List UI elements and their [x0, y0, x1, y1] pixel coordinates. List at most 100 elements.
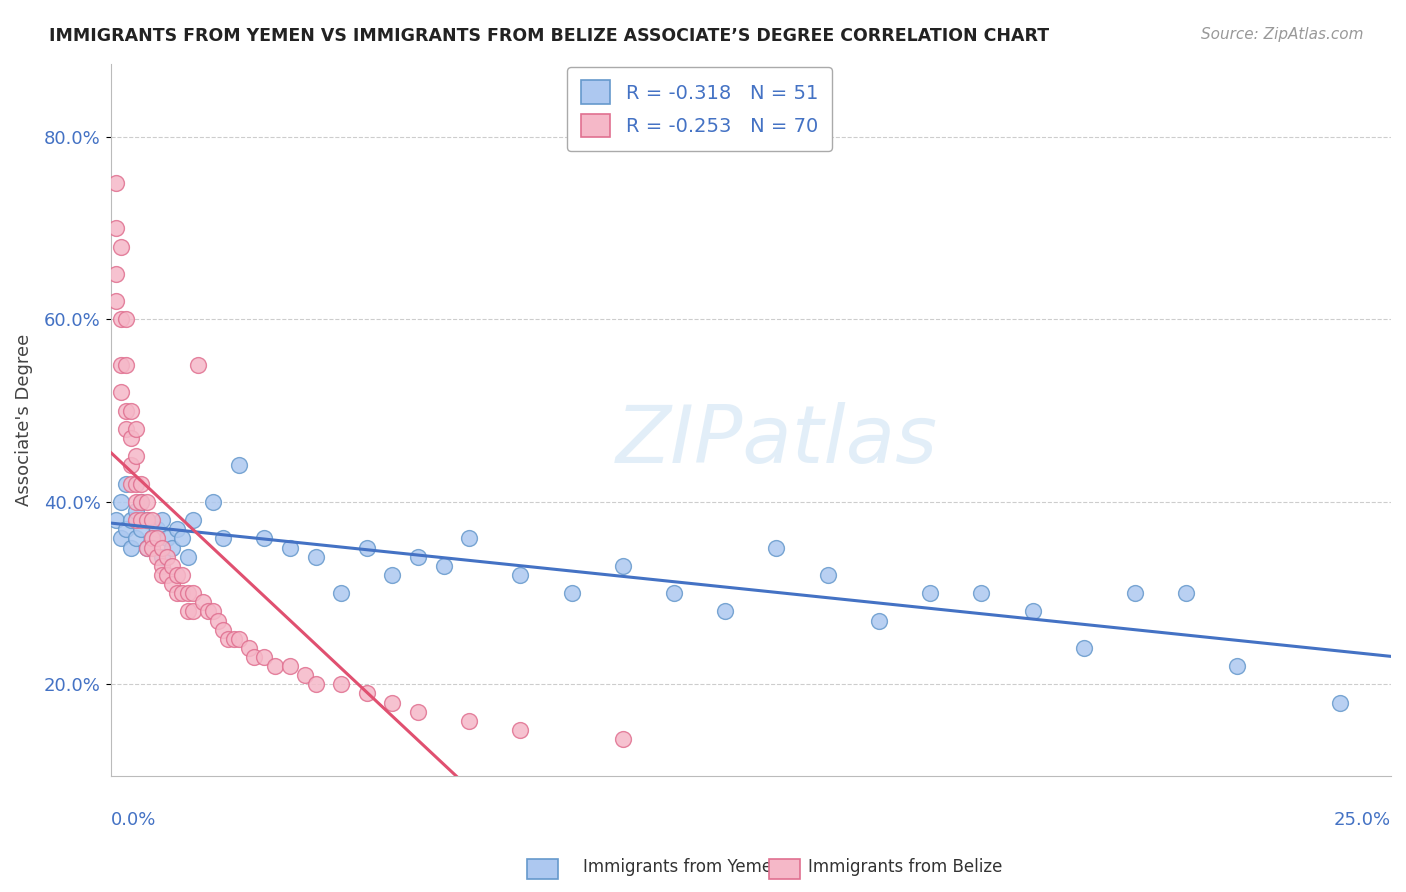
Point	[176, 549, 198, 564]
Point	[104, 513, 127, 527]
Point	[381, 696, 404, 710]
Point	[115, 522, 138, 536]
Point	[131, 513, 153, 527]
Point	[131, 522, 153, 536]
Point	[125, 422, 148, 436]
Point	[160, 558, 183, 573]
Point	[146, 549, 169, 564]
Point	[612, 558, 634, 573]
Point	[714, 604, 737, 618]
Point	[150, 549, 173, 564]
Point	[176, 604, 198, 618]
Point	[406, 549, 429, 564]
Point	[1073, 640, 1095, 655]
Point	[207, 614, 229, 628]
Point	[150, 513, 173, 527]
Point	[176, 586, 198, 600]
Point	[228, 632, 250, 646]
Point	[125, 450, 148, 464]
Point	[125, 532, 148, 546]
Point	[202, 604, 225, 618]
Point	[263, 659, 285, 673]
Text: Immigrants from Yemen: Immigrants from Yemen	[583, 858, 783, 876]
Point	[222, 632, 245, 646]
Text: ZIPatlas: ZIPatlas	[616, 402, 938, 480]
Point	[197, 604, 219, 618]
Point	[110, 239, 132, 253]
Point	[970, 586, 993, 600]
Point	[181, 586, 204, 600]
Y-axis label: Associate's Degree: Associate's Degree	[15, 334, 32, 506]
Point	[920, 586, 942, 600]
Point	[115, 403, 138, 417]
Point	[509, 568, 531, 582]
Point	[120, 541, 142, 555]
Point	[150, 568, 173, 582]
Text: Immigrants from Belize: Immigrants from Belize	[808, 858, 1002, 876]
Point	[304, 549, 326, 564]
Point	[166, 568, 188, 582]
Point	[125, 504, 148, 518]
Point	[238, 640, 260, 655]
Point	[172, 586, 194, 600]
Point	[131, 476, 153, 491]
Point	[120, 431, 142, 445]
Point	[1021, 604, 1043, 618]
Point	[381, 568, 404, 582]
Point	[330, 677, 353, 691]
Point	[1329, 696, 1351, 710]
Point	[141, 541, 163, 555]
Point	[146, 532, 169, 546]
Point	[868, 614, 890, 628]
Point	[131, 495, 153, 509]
Point	[243, 650, 266, 665]
Point	[160, 541, 183, 555]
Point	[191, 595, 214, 609]
Point	[150, 558, 173, 573]
Point	[104, 294, 127, 309]
Point	[150, 541, 173, 555]
Point	[135, 513, 157, 527]
Point	[110, 312, 132, 326]
Point	[166, 522, 188, 536]
Point	[104, 221, 127, 235]
Point	[458, 532, 481, 546]
Point	[131, 495, 153, 509]
Point	[330, 586, 353, 600]
Point	[1175, 586, 1198, 600]
Point	[110, 358, 132, 372]
Point	[278, 541, 301, 555]
Point	[135, 541, 157, 555]
Point	[156, 532, 179, 546]
Point	[212, 532, 235, 546]
Point	[115, 476, 138, 491]
Point	[509, 723, 531, 737]
Point	[187, 358, 209, 372]
Point	[278, 659, 301, 673]
Point	[141, 513, 163, 527]
Point	[141, 532, 163, 546]
Point	[1123, 586, 1146, 600]
Legend: R = -0.318   N = 51, R = -0.253   N = 70: R = -0.318 N = 51, R = -0.253 N = 70	[568, 67, 832, 151]
Point	[125, 476, 148, 491]
Point	[253, 532, 276, 546]
Point	[218, 632, 240, 646]
Point	[135, 541, 157, 555]
Point	[156, 568, 179, 582]
Text: IMMIGRANTS FROM YEMEN VS IMMIGRANTS FROM BELIZE ASSOCIATE’S DEGREE CORRELATION C: IMMIGRANTS FROM YEMEN VS IMMIGRANTS FROM…	[49, 27, 1049, 45]
Point	[228, 458, 250, 473]
Point	[110, 532, 132, 546]
Point	[294, 668, 316, 682]
Point	[432, 558, 454, 573]
Point	[115, 312, 138, 326]
Point	[104, 176, 127, 190]
Point	[356, 686, 378, 700]
Text: 25.0%: 25.0%	[1334, 811, 1391, 830]
Point	[104, 267, 127, 281]
Text: Source: ZipAtlas.com: Source: ZipAtlas.com	[1201, 27, 1364, 42]
Point	[304, 677, 326, 691]
Point	[406, 705, 429, 719]
Point	[356, 541, 378, 555]
Point	[146, 522, 169, 536]
Point	[561, 586, 583, 600]
